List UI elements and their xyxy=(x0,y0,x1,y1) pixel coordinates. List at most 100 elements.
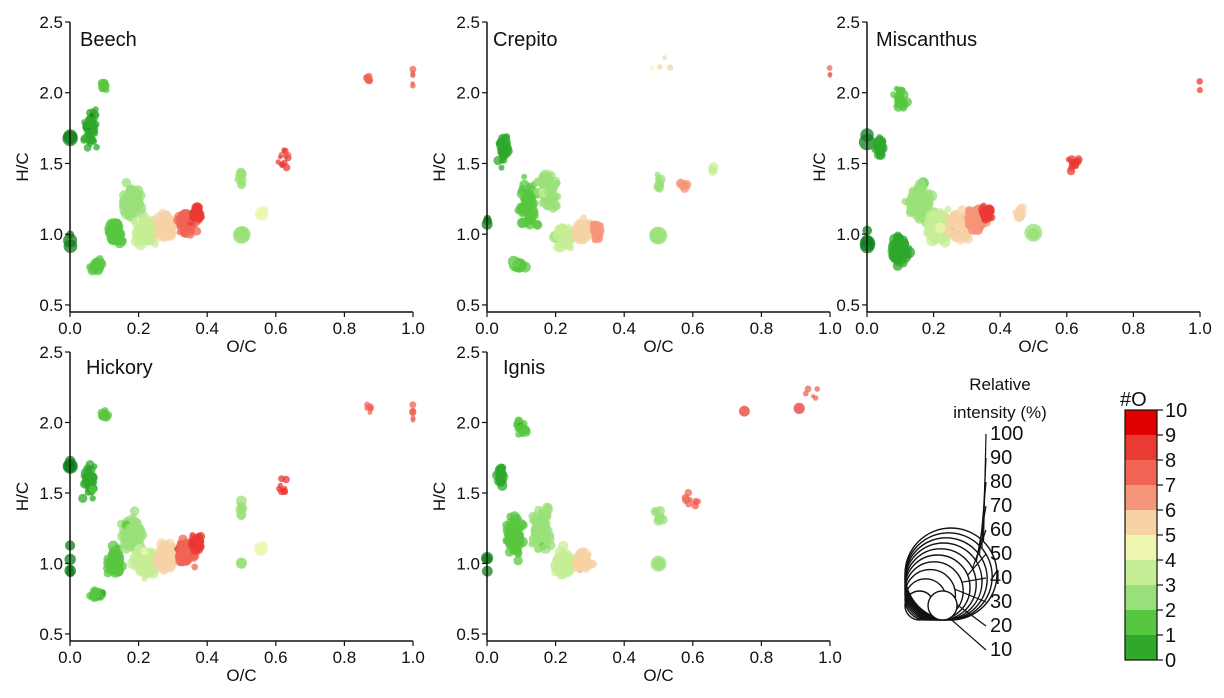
data-point xyxy=(695,498,702,504)
panel-beech: 0.0 0.2 0.4 0.6 0.8 1.0 0.5 1.0 1.5 2.0 2.5 O/C H/C B… xyxy=(13,13,425,356)
panel-title: Beech xyxy=(80,29,137,51)
size-legend-label: 90 xyxy=(990,447,1012,469)
data-point xyxy=(409,408,417,416)
data-point xyxy=(88,485,97,494)
x-tick-label: 0.0 xyxy=(475,648,499,667)
data-point xyxy=(497,137,506,146)
data-point xyxy=(654,180,665,191)
data-point xyxy=(554,180,561,187)
y-axis-label: H/C xyxy=(13,152,32,181)
data-point xyxy=(281,147,287,153)
data-point xyxy=(666,64,674,71)
x-tick-label: 0.4 xyxy=(612,648,636,667)
data-point xyxy=(254,541,268,556)
scatter-points xyxy=(62,65,417,276)
data-point xyxy=(236,509,247,520)
data-point xyxy=(814,386,821,392)
x-tick-label: 0.8 xyxy=(333,648,357,667)
data-point xyxy=(159,564,170,575)
panel-title: Miscanthus xyxy=(876,29,977,51)
data-point xyxy=(960,232,970,242)
y-axis-label: H/C xyxy=(430,152,449,181)
data-point xyxy=(83,466,93,475)
y-tick-label: 1.0 xyxy=(836,225,860,244)
data-point xyxy=(685,499,693,508)
data-point xyxy=(538,198,547,208)
data-point xyxy=(99,83,107,90)
data-point xyxy=(282,475,290,484)
data-point xyxy=(367,410,373,415)
y-tick-label: 0.5 xyxy=(456,625,480,644)
data-point xyxy=(279,161,286,169)
y-tick-label: 1.0 xyxy=(456,225,480,244)
panel-title: Crepito xyxy=(493,29,557,51)
size-legend-label: 30 xyxy=(990,591,1012,613)
x-tick-label: 0.0 xyxy=(58,319,82,338)
x-axis-label: O/C xyxy=(643,666,673,685)
size-legend-label: 60 xyxy=(990,519,1012,541)
data-point xyxy=(1016,204,1025,214)
color-legend-swatch xyxy=(1125,610,1157,635)
size-legend-title-line1: Relative xyxy=(969,375,1030,394)
data-point xyxy=(739,405,750,417)
data-point xyxy=(89,495,96,502)
data-point xyxy=(542,502,551,511)
data-point xyxy=(122,199,134,211)
data-point xyxy=(952,227,962,237)
x-tick-label: 0.6 xyxy=(1055,319,1079,338)
data-point xyxy=(574,560,583,570)
color-legend-label: 0 xyxy=(1165,650,1176,672)
x-tick-label: 1.0 xyxy=(401,648,425,667)
color-legend-swatch xyxy=(1125,635,1157,660)
size-legend-circle-small xyxy=(927,590,958,621)
y-tick-label: 2.0 xyxy=(456,413,480,432)
data-point xyxy=(88,473,98,483)
color-legend-label: 5 xyxy=(1165,525,1176,547)
data-point xyxy=(84,120,92,128)
data-point xyxy=(652,230,664,242)
size-legend: Relative intensity (%) 10090807060504030… xyxy=(904,375,1047,661)
x-tick-label: 0.0 xyxy=(855,319,879,338)
size-legend-leader xyxy=(954,588,987,603)
data-point xyxy=(1196,78,1203,85)
y-tick-label: 1.0 xyxy=(39,554,63,573)
y-tick-label: 2.5 xyxy=(456,343,480,362)
data-point xyxy=(80,136,88,144)
data-point xyxy=(498,164,505,171)
data-point xyxy=(529,206,539,217)
size-legend-leader xyxy=(967,553,987,576)
data-point xyxy=(533,520,543,530)
data-point xyxy=(503,133,511,141)
data-point xyxy=(662,55,667,60)
data-point xyxy=(236,495,247,507)
data-point xyxy=(521,173,528,180)
data-point xyxy=(133,555,145,568)
scatter-points xyxy=(481,55,833,273)
data-point xyxy=(526,191,536,201)
data-point xyxy=(192,537,202,547)
y-tick-label: 2.5 xyxy=(39,13,63,32)
size-legend-label: 70 xyxy=(990,495,1012,517)
color-legend-title: #O xyxy=(1120,389,1147,411)
data-point xyxy=(513,556,523,566)
color-legend-swatch xyxy=(1125,410,1157,435)
y-tick-label: 2.5 xyxy=(456,13,480,32)
x-tick-label: 0.4 xyxy=(195,648,219,667)
color-legend-label: 10 xyxy=(1165,400,1187,422)
x-tick-label: 0.4 xyxy=(195,319,219,338)
data-point xyxy=(935,222,946,234)
data-point xyxy=(544,187,555,198)
y-tick-label: 2.0 xyxy=(836,84,860,103)
data-point xyxy=(525,219,535,230)
y-tick-label: 1.5 xyxy=(456,154,480,173)
data-point xyxy=(509,526,518,535)
x-tick-label: 0.4 xyxy=(612,319,636,338)
data-point xyxy=(145,224,155,234)
y-tick-label: 2.0 xyxy=(39,413,63,432)
x-axis-label: O/C xyxy=(226,337,256,356)
data-point xyxy=(89,126,98,136)
data-point xyxy=(238,170,247,179)
x-tick-label: 0.6 xyxy=(681,648,705,667)
color-legend-label: 3 xyxy=(1165,575,1176,597)
data-point xyxy=(167,550,176,560)
